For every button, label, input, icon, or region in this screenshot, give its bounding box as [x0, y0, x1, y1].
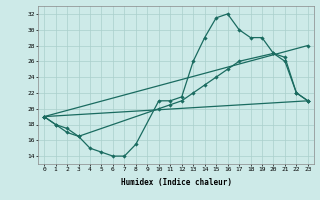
X-axis label: Humidex (Indice chaleur): Humidex (Indice chaleur) [121, 178, 231, 187]
